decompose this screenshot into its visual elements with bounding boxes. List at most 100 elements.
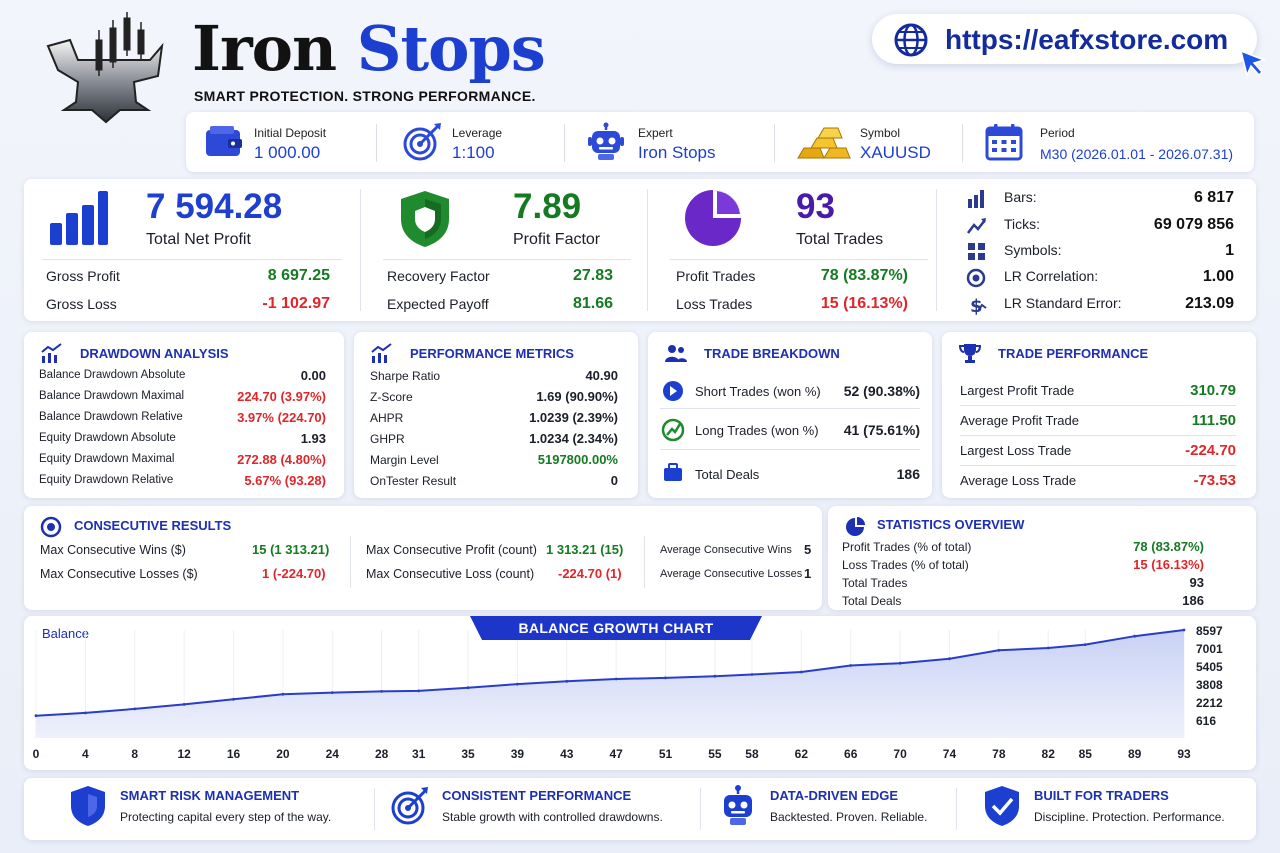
brand-word-iron: Iron xyxy=(192,12,337,85)
balance-point xyxy=(664,676,667,680)
x-tick-label: 70 xyxy=(893,747,907,761)
stat-value: 6 817 xyxy=(1193,189,1234,206)
bar-chart-icon xyxy=(50,191,108,245)
metric-value: 5.67% (93.28) xyxy=(244,473,326,488)
metric-label: Largest Profit Trade xyxy=(960,383,1075,398)
symbols-icon xyxy=(968,243,985,260)
info-label: Expert xyxy=(638,126,673,140)
metric-value: 1.69 (90.90%) xyxy=(536,389,618,404)
y-tick-label: 616 xyxy=(1196,714,1216,728)
max-consecutive-loss-label: Max Consecutive Loss (count) xyxy=(366,567,535,581)
total-trades-value: 93 xyxy=(796,187,835,226)
stat-row-symbols: Symbols: 1 xyxy=(964,242,1234,262)
drawdown-analysis-card: DRAWDOWN ANALYSIS Balance Drawdown Absol… xyxy=(24,332,344,498)
robot-icon xyxy=(724,785,752,825)
average-consecutive-wins-label: Average Consecutive Wins xyxy=(660,544,792,556)
info-label: Initial Deposit xyxy=(254,126,327,140)
balance-point xyxy=(34,714,38,718)
net-profit-block: 7 594.28 Total Net Profit Gross Profit 8… xyxy=(24,179,360,321)
recovery-factor-label: Recovery Factor xyxy=(387,268,490,284)
gross-profit-value: 8 697.25 xyxy=(267,267,330,284)
briefcase-icon xyxy=(664,463,682,481)
stat-label: LR Correlation: xyxy=(1004,268,1099,284)
x-tick-label: 24 xyxy=(326,747,340,761)
profit-factor-value: 7.89 xyxy=(513,187,582,226)
chart-series-label: Balance xyxy=(42,626,89,641)
balance-area xyxy=(36,630,1184,738)
correlation-icon xyxy=(966,268,986,288)
feature-consistent-performance: CONSISTENT PERFORMANCE Stable growth wit… xyxy=(390,778,690,840)
metric-value: 78 (83.87%) xyxy=(1133,539,1204,554)
max-consecutive-wins-label: Max Consecutive Wins ($) xyxy=(40,543,186,557)
calendar-icon xyxy=(985,124,1023,161)
total-trades-block: 93 Total Trades Profit Trades 78 (83.87%… xyxy=(648,179,936,321)
feature-built-for-traders: BUILT FOR TRADERS Discipline. Protection… xyxy=(982,778,1252,840)
y-tick-label: 8597 xyxy=(1196,624,1223,638)
x-tick-label: 51 xyxy=(659,747,673,761)
website-link[interactable]: https://eafxstore.com xyxy=(872,14,1257,64)
metric-label: Balance Drawdown Maximal xyxy=(39,390,185,402)
short-trades-label: Short Trades (won %) xyxy=(695,384,821,399)
metric-label: AHPR xyxy=(370,411,404,425)
feature-smart-risk: SMART RISK MANAGEMENT Protecting capital… xyxy=(68,778,368,840)
std-error-icon: $ xyxy=(970,296,987,315)
metric-value: 15 (16.13%) xyxy=(1133,557,1204,572)
section-title: PERFORMANCE METRICS xyxy=(410,346,574,361)
pie-chart-icon xyxy=(685,190,741,246)
gross-profit-label: Gross Profit xyxy=(46,268,120,284)
metric-label: Margin Level xyxy=(370,453,439,467)
x-tick-label: 43 xyxy=(560,747,574,761)
info-period: Period M30 (2026.01.01 - 2026.07.31) xyxy=(984,112,1252,172)
test-settings-bar: Initial Deposit 1 000.00 Leverage 1:100 … xyxy=(186,112,1254,172)
pie-chart-icon xyxy=(846,517,865,536)
feature-title: SMART RISK MANAGEMENT xyxy=(120,788,300,803)
metric-value: 93 xyxy=(1189,575,1204,590)
x-tick-label: 47 xyxy=(609,747,623,761)
metric-label: GHPR xyxy=(370,432,405,446)
long-trades-value: 41 (75.61%) xyxy=(843,422,920,438)
balance-point xyxy=(997,648,1001,652)
stat-label: Bars: xyxy=(1004,189,1037,205)
expected-payoff-value: 81.66 xyxy=(572,295,613,312)
metric-label: Sharpe Ratio xyxy=(370,369,441,383)
x-tick-label: 58 xyxy=(745,747,759,761)
stat-label: LR Standard Error: xyxy=(1004,295,1122,311)
metric-value: 0.00 xyxy=(300,368,326,383)
chart-title: BALANCE GROWTH CHART xyxy=(518,620,714,636)
balance-point xyxy=(898,661,902,665)
metric-label: Largest Loss Trade xyxy=(960,443,1072,458)
section-title: CONSECUTIVE RESULTS xyxy=(74,518,232,533)
stat-row-lr-std-error: $ LR Standard Error: 213.09 xyxy=(964,295,1234,315)
balance-chart-card: Balance 0 4 8 12 16 20 24 28 31 35 39 43 47 51 55 58 62 6… xyxy=(24,616,1256,770)
balance-point xyxy=(1182,628,1186,632)
website-url[interactable]: https://eafxstore.com xyxy=(945,24,1229,55)
stat-row-ticks: Ticks: 69 079 856 xyxy=(964,216,1234,236)
check-shield-icon xyxy=(985,786,1019,826)
long-trades-label: Long Trades (won %) xyxy=(695,423,819,438)
feature-title: CONSISTENT PERFORMANCE xyxy=(442,788,632,803)
info-value: XAUUSD xyxy=(860,143,931,162)
balance-point xyxy=(1046,646,1050,650)
loss-trades-value: 15 (16.13%) xyxy=(820,295,908,312)
y-tick-label: 3808 xyxy=(1196,678,1223,692)
balance-point xyxy=(565,679,569,683)
stat-value: 69 079 856 xyxy=(1153,216,1234,233)
gold-bars-icon xyxy=(797,127,851,159)
feature-subtitle: Stable growth with controlled drawdowns. xyxy=(442,810,663,824)
features-footer: SMART RISK MANAGEMENT Protecting capital… xyxy=(24,778,1256,840)
balance-point xyxy=(330,691,334,694)
x-tick-label: 66 xyxy=(844,747,858,761)
stat-value: 1.00 xyxy=(1202,268,1234,285)
metric-value: 111.50 xyxy=(1191,412,1236,429)
profit-trades-label: Profit Trades xyxy=(676,268,756,284)
balance-point xyxy=(133,707,137,711)
metric-label: Average Loss Trade xyxy=(960,473,1077,488)
section-title: DRAWDOWN ANALYSIS xyxy=(80,346,229,361)
net-profit-label: Total Net Profit xyxy=(146,231,251,248)
metric-label: Average Profit Trade xyxy=(960,413,1079,428)
trade-performance-card: TRADE PERFORMANCE Largest Profit Trade 31… xyxy=(942,332,1256,498)
cursor-arrow-icon xyxy=(1239,49,1267,78)
x-tick-label: 85 xyxy=(1079,747,1093,761)
metric-label: Loss Trades (% of total) xyxy=(842,558,969,572)
stat-value: 1 xyxy=(1225,242,1234,259)
